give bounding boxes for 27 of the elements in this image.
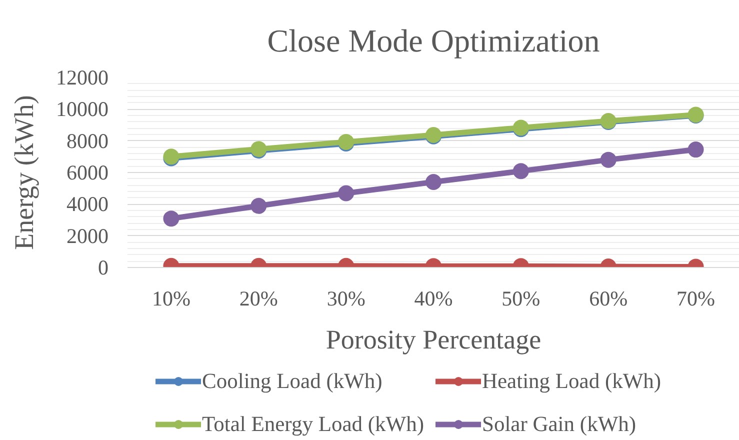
x-axis-title: Porosity Percentage — [326, 324, 542, 354]
y-tick-label: 4000 — [66, 192, 108, 216]
point — [512, 163, 529, 180]
y-tick-label: 2000 — [66, 224, 108, 248]
x-tick-label: 10% — [152, 286, 190, 310]
point — [688, 142, 704, 158]
legend-label: Cooling Load (kWh) — [202, 368, 384, 395]
x-tick-label: 30% — [326, 286, 366, 310]
y-axis-title: Energy (kWh) — [9, 95, 39, 250]
x-tick-label: 20% — [239, 286, 278, 310]
y-tick-label: 0 — [98, 256, 108, 280]
legend-label: Total Energy Load (kWh) — [202, 410, 424, 438]
x-tick-label: 70% — [676, 286, 716, 310]
legend-label: Heating Load (kWh) — [482, 368, 662, 395]
y-tick-label: 12000 — [56, 66, 108, 90]
point — [250, 198, 267, 214]
point — [338, 185, 354, 202]
y-tick-label: 8000 — [66, 128, 108, 153]
x-tick-label: 50% — [502, 286, 540, 310]
point — [600, 152, 616, 168]
point — [426, 174, 442, 190]
x-tick-label: 60% — [589, 286, 628, 310]
chart-title: Close Mode Optimization — [267, 22, 600, 58]
y-tick-label: 6000 — [66, 160, 108, 184]
x-tick-label: 40% — [414, 286, 453, 310]
y-tick-label: 10000 — [56, 97, 108, 122]
legend-label: Solar Gain (kWh) — [482, 410, 638, 438]
